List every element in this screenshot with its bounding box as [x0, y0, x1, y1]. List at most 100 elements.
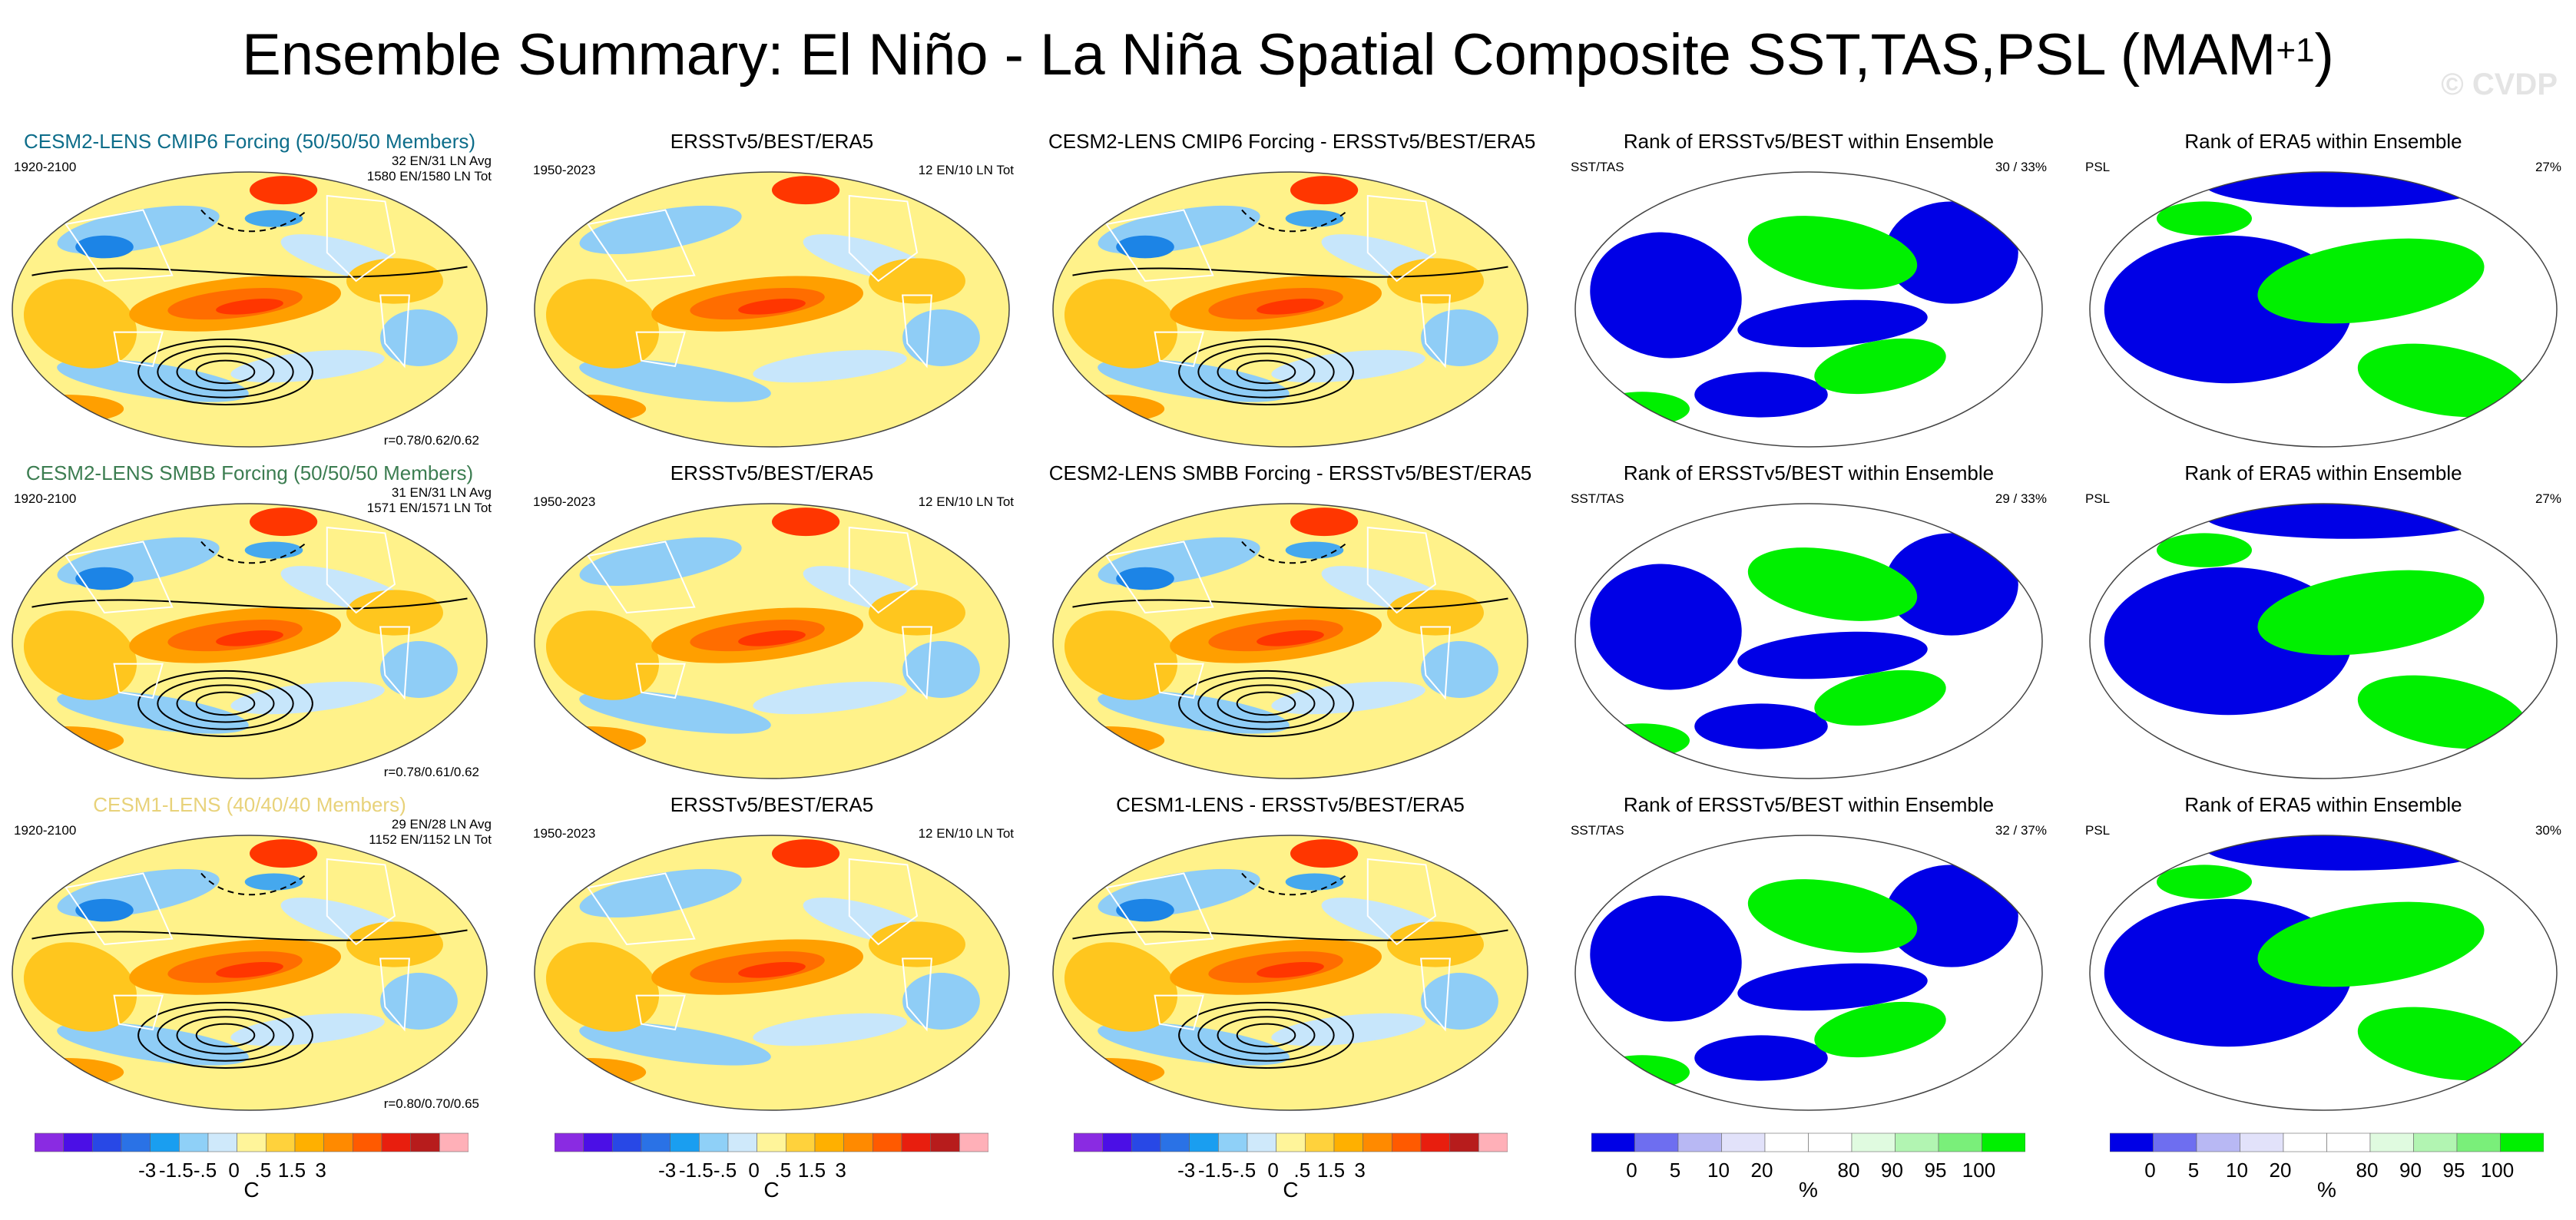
- model-avg: 31 EN/31 LN Avg: [391, 485, 492, 500]
- rank-sst-pct: 30 / 33%: [1995, 160, 2047, 174]
- diff-title: CESM2-LENS CMIP6 Forcing - ERSSTv5/BEST/…: [1048, 130, 1536, 153]
- colorbar-tick: -1.5: [1197, 1159, 1233, 1182]
- panel-obs-row3: ERSSTv5/BEST/ERA5 1950-2023 12 EN/10 LN …: [530, 792, 1014, 1115]
- colorbar-swatch: [207, 1132, 237, 1152]
- colorbar-swatch: [1102, 1132, 1132, 1152]
- obs-period: 1950-2023: [533, 163, 596, 177]
- colorbar-tick: 100: [1962, 1159, 1996, 1182]
- colorbar-tick: -1.5: [678, 1159, 714, 1182]
- colorbar-swatches: [35, 1132, 469, 1152]
- model-period: 1920-2100: [14, 160, 77, 174]
- colorbar-unit: %: [2317, 1178, 2336, 1202]
- colorbar-tick: 0: [1626, 1159, 1637, 1182]
- model-tot: 1152 EN/1152 LN Tot: [369, 832, 492, 847]
- colorbar-rank-1: 0 5 10 20 80 90 95 100%: [1591, 1132, 2025, 1202]
- colorbar-tick: 0: [228, 1159, 240, 1182]
- colorbar-swatch: [2196, 1132, 2240, 1152]
- colorbar-swatch: [901, 1132, 931, 1152]
- colorbar-tick: 95: [2442, 1159, 2465, 1182]
- colorbar-unit: C: [1283, 1178, 1299, 1202]
- colorbar-swatch: [2326, 1132, 2371, 1152]
- colorbar-swatch: [1634, 1132, 1679, 1152]
- colorbar-tick: 0: [1267, 1159, 1279, 1182]
- colorbar-swatch: [1764, 1132, 1809, 1152]
- rank-sst-title: Rank of ERSSTv5/BEST within Ensemble: [1623, 130, 1995, 153]
- diff-title: CESM2-LENS SMBB Forcing - ERSSTv5/BEST/E…: [1048, 461, 1532, 484]
- colorbar-swatch: [1218, 1132, 1248, 1152]
- colorbar-temp-2: -3 -1.5 -.5 0 .5 1.5 3 C: [555, 1132, 988, 1202]
- colorbar-tick: 5: [2187, 1159, 2200, 1182]
- map-rank-psl: [2089, 171, 2558, 448]
- colorbar-swatch: [670, 1132, 700, 1152]
- colorbar-swatch: [2153, 1132, 2197, 1152]
- colorbar-swatch: [353, 1132, 382, 1152]
- rank-psl-pct: 30%: [2535, 823, 2561, 838]
- colorbar-swatches: [1074, 1132, 1508, 1152]
- colorbar-temp-1: -3 -1.5 -.5 0 .5 1.5 3 C: [35, 1132, 469, 1202]
- colorbar-swatch: [179, 1132, 209, 1152]
- map-obs: [534, 503, 1010, 779]
- colorbar-tick: 95: [1924, 1159, 1947, 1182]
- obs-period: 1950-2023: [533, 494, 596, 509]
- colorbar-tick: .5: [1293, 1159, 1311, 1182]
- colorbar-tick: -1.5: [158, 1159, 194, 1182]
- rank-psl-title: Rank of ERA5 within Ensemble: [2184, 793, 2462, 816]
- colorbar-tick: 3: [315, 1159, 326, 1182]
- rank-psl-title: Rank of ERA5 within Ensemble: [2184, 461, 2462, 484]
- colorbar-swatch: [2500, 1132, 2544, 1152]
- colorbar-swatch: [2369, 1132, 2414, 1152]
- colorbar-swatch: [1808, 1132, 1853, 1152]
- colorbar-swatch: [1247, 1132, 1276, 1152]
- colorbar-tick: -.5: [713, 1159, 737, 1182]
- rank-sst-title: Rank of ERSSTv5/BEST within Ensemble: [1623, 793, 1995, 816]
- model-avg: 32 EN/31 LN Avg: [391, 154, 492, 168]
- colorbar-tick: 80: [2356, 1159, 2379, 1182]
- colorbar-swatch: [872, 1132, 902, 1152]
- panel-rank-sst-row3: Rank of ERSSTv5/BEST within Ensemble SST…: [1571, 792, 2047, 1115]
- obs-title: ERSSTv5/BEST/ERA5: [670, 461, 874, 484]
- colorbar-swatch: [323, 1132, 353, 1152]
- colorbar-swatch: [1721, 1132, 1766, 1152]
- panel-obs-row1: ERSSTv5/BEST/ERA5 1950-2023 12 EN/10 LN …: [530, 129, 1014, 451]
- colorbar-tick: 80: [1837, 1159, 1860, 1182]
- model-title: CESM1-LENS (40/40/40 Members): [93, 793, 406, 816]
- diff-title: CESM1-LENS - ERSSTv5/BEST/ERA5: [1116, 793, 1465, 816]
- colorbar-temp-3: -3 -1.5 -.5 0 .5 1.5 3 C: [1074, 1132, 1508, 1202]
- colorbar-swatch: [1420, 1132, 1450, 1152]
- colorbar-swatch: [266, 1132, 296, 1152]
- colorbar-tick: .5: [254, 1159, 272, 1182]
- colorbar-swatch: [1392, 1132, 1422, 1152]
- obs-period: 1950-2023: [533, 826, 596, 841]
- colorbar-swatch: [1938, 1132, 1982, 1152]
- colorbar-swatch: [930, 1132, 960, 1152]
- panel-model-row1: CESM2-LENS CMIP6 Forcing (50/50/50 Membe…: [8, 129, 492, 451]
- colorbar-swatch: [1362, 1132, 1392, 1152]
- panel-rank-psl-row3: Rank of ERA5 within Ensemble PSL 30%: [2085, 792, 2561, 1115]
- model-corr: r=0.78/0.62/0.62: [383, 433, 479, 448]
- colorbar-swatch: [1074, 1132, 1103, 1152]
- colorbar-swatch: [843, 1132, 873, 1152]
- colorbar-tick: -.5: [1232, 1159, 1257, 1182]
- colorbar-swatch: [1189, 1132, 1219, 1152]
- colorbar-tick: -.5: [193, 1159, 217, 1182]
- colorbar-swatch: [757, 1132, 786, 1152]
- map-model: [12, 835, 488, 1111]
- colorbar-swatch: [1449, 1132, 1479, 1152]
- colorbar-swatch: [2283, 1132, 2327, 1152]
- colorbar-swatch: [555, 1132, 584, 1152]
- rank-psl-label: PSL: [2085, 160, 2111, 174]
- rank-sst-label: SST/TAS: [1571, 823, 1624, 838]
- model-tot: 1571 EN/1571 LN Tot: [366, 501, 492, 515]
- panel-obs-row2: ERSSTv5/BEST/ERA5 1950-2023 12 EN/10 LN …: [530, 461, 1014, 783]
- colorbar-swatch: [294, 1132, 324, 1152]
- colorbar-swatch: [1478, 1132, 1508, 1152]
- rank-psl-label: PSL: [2085, 823, 2111, 838]
- colorbar-swatch: [121, 1132, 151, 1152]
- obs-title: ERSSTv5/BEST/ERA5: [670, 130, 874, 153]
- colorbar-tick: -3: [658, 1159, 677, 1182]
- colorbar-swatch: [2456, 1132, 2501, 1152]
- panel-diff-row2: CESM2-LENS SMBB Forcing - ERSSTv5/BEST/E…: [1048, 461, 1532, 783]
- colorbar-swatch: [699, 1132, 729, 1152]
- obs-tot: 12 EN/10 LN Tot: [918, 826, 1014, 841]
- colorbar-swatch: [1982, 1132, 2025, 1152]
